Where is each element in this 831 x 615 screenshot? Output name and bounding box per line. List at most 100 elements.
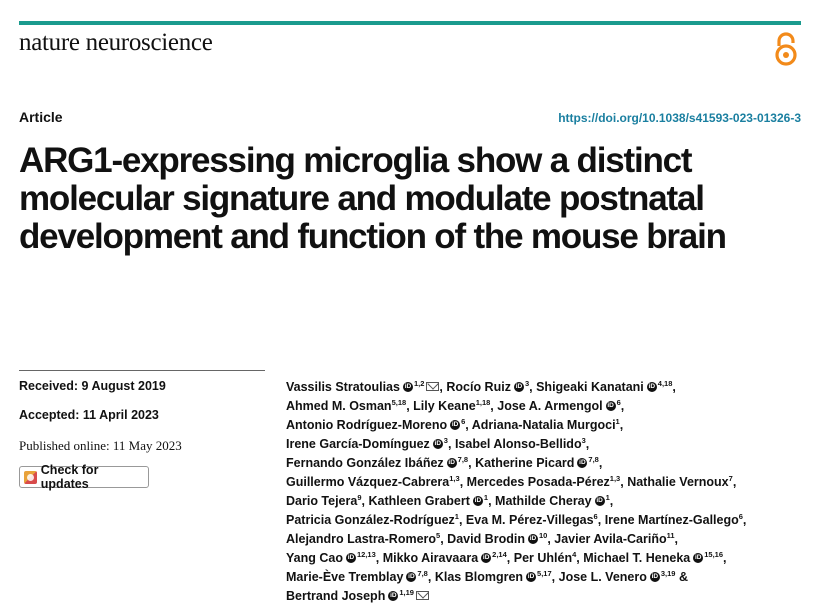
author-name[interactable]: Kathleen Grabert [368,494,470,508]
affiliation-marker: 7 [728,473,733,483]
affiliation-marker: 3,19 [660,568,676,578]
orcid-icon[interactable]: iD [450,419,461,430]
separator: , [674,532,679,546]
author-name[interactable]: Isabel Alonso-Bellido [454,437,582,451]
author-name[interactable]: Michael T. Heneka [583,551,691,565]
separator: , [672,380,676,394]
author-name[interactable]: Guillermo Vázquez-Cabrera [286,475,450,489]
separator: & [675,570,688,584]
orcid-icon[interactable]: iD [693,552,704,563]
separator: , [427,570,432,584]
affiliation-marker: 7,8 [588,454,599,464]
orcid-icon[interactable]: iD [472,495,483,506]
affiliation-marker: 4 [572,549,577,559]
affiliation-marker: 1 [483,492,489,502]
separator: , [490,399,494,413]
separator: , [576,551,580,565]
author-name[interactable]: Rocío Ruiz [446,380,511,394]
author-name[interactable]: Nathalie Vernoux [627,475,729,489]
orcid-icon[interactable]: iD [527,533,538,544]
orcid-icon[interactable]: iD [513,381,524,392]
separator: , [506,551,511,565]
affiliation-marker: 1,18 [475,397,491,407]
author-name[interactable]: Mathilde Cheray [495,494,592,508]
author-name[interactable]: Javier Avila-Cariño [554,532,667,546]
author-line: Fernando González Ibáñez iD 7,8, Katherine… [286,454,806,473]
author-name[interactable]: Katherine Picard [475,456,575,470]
author-name[interactable]: Klas Blomgren [434,570,524,584]
journal-name[interactable]: nature neuroscience [19,29,213,56]
author-name[interactable]: Alejandro Lastra-Romero [286,532,437,546]
author-line: Vassilis Stratoulias iD 1,2, Rocío Ruiz iD 3… [286,378,806,397]
author-name[interactable]: Dario Tejera [286,494,358,508]
check-for-updates-label: Check for updates [40,463,99,491]
affiliation-marker: 2,14 [492,549,507,559]
separator: , [447,437,452,451]
author-name[interactable]: Yang Cao [286,551,343,565]
author-name[interactable]: Eva M. Pérez-Villegas [465,513,594,527]
separator: , [547,532,551,546]
orcid-icon[interactable]: iD [649,571,660,582]
affiliation-marker: 5 [436,530,441,540]
author-name[interactable]: Irene García-Domínguez [286,437,430,451]
affiliation-marker: 6 [738,511,743,521]
affiliation-marker: 1,3 [609,473,621,483]
article-type: Article [19,109,63,125]
author-list: Vassilis Stratoulias iD 1,2, Rocío Ruiz iD 3… [286,378,806,606]
author-name[interactable]: Shigeaki Kanatani [536,380,644,394]
orcid-icon[interactable]: iD [432,438,443,449]
affiliation-marker: 12,13 [356,549,376,559]
author-name[interactable]: Per Uhlén [513,551,573,565]
affiliation-marker: 1 [605,492,610,502]
orcid-icon[interactable]: iD [402,381,413,392]
separator: , [742,513,747,527]
author-name[interactable]: Marie-Ève Tremblay [286,570,404,584]
author-line: Yang Cao iD 12,13, Mikko Airavaara iD 2,14, … [286,549,806,568]
author-name[interactable]: Vassilis Stratoulias [286,380,400,394]
separator: , [620,475,624,489]
email-icon[interactable] [426,382,440,392]
orcid-icon[interactable]: iD [345,552,356,563]
orcid-icon[interactable]: iD [481,552,492,563]
separator: , [585,437,590,451]
author-name[interactable]: Adriana-Natalia Murgoci [471,418,616,432]
author-name[interactable]: Fernando González Ibáñez [286,456,444,470]
author-name[interactable]: Bertrand Joseph [286,589,386,603]
author-name[interactable]: Antonio Rodríguez-Moreno [286,418,448,432]
separator: , [458,513,463,527]
affiliation-marker: 15,16 [704,549,724,559]
email-icon[interactable] [415,591,429,601]
separator: , [529,380,533,394]
author-line: Alejandro Lastra-Romero5, David Brodin iD… [286,530,806,549]
orcid-icon[interactable]: iD [646,381,657,392]
affiliation-marker: 1,3 [449,473,460,483]
author-name[interactable]: Ahmed M. Osman [286,399,392,413]
author-name[interactable]: Lily Keane [413,399,476,413]
doi-link[interactable]: https://doi.org/10.1038/s41593-023-01326… [558,111,801,125]
affiliation-marker: 3 [524,378,530,388]
affiliation-marker: 1,2 [413,378,425,388]
orcid-icon[interactable]: iD [406,571,417,582]
orcid-icon[interactable]: iD [526,571,537,582]
author-line: Ahmed M. Osman5,18, Lily Keane1,18, Jose… [286,397,806,416]
orcid-icon[interactable]: iD [388,590,399,601]
author-name[interactable]: Mercedes Posada-Pérez [466,475,610,489]
affiliation-marker: 1 [454,511,459,521]
orcid-icon[interactable]: iD [594,495,605,506]
check-for-updates-button[interactable]: Check for updates [19,463,149,491]
author-name[interactable]: Jose A. Armengol [497,399,603,413]
orcid-icon[interactable]: iD [577,457,588,468]
author-name[interactable]: Irene Martínez-Gallego [604,513,739,527]
author-name[interactable]: Mikko Airavaara [382,551,479,565]
author-name[interactable]: Patricia González-Rodríguez [286,513,455,527]
author-line: Antonio Rodríguez-Moreno iD 6, Adriana-Nat… [286,416,806,435]
open-access-lock-icon [775,32,797,66]
orcid-icon[interactable]: iD [446,457,457,468]
author-name[interactable]: David Brodin [447,532,525,546]
affiliation-marker: 3 [581,435,586,445]
separator: , [459,475,464,489]
received-date: Received: 9 August 2019 [19,379,166,393]
orcid-icon[interactable]: iD [605,400,616,411]
separator: , [406,399,410,413]
author-name[interactable]: Jose L. Venero [558,570,647,584]
